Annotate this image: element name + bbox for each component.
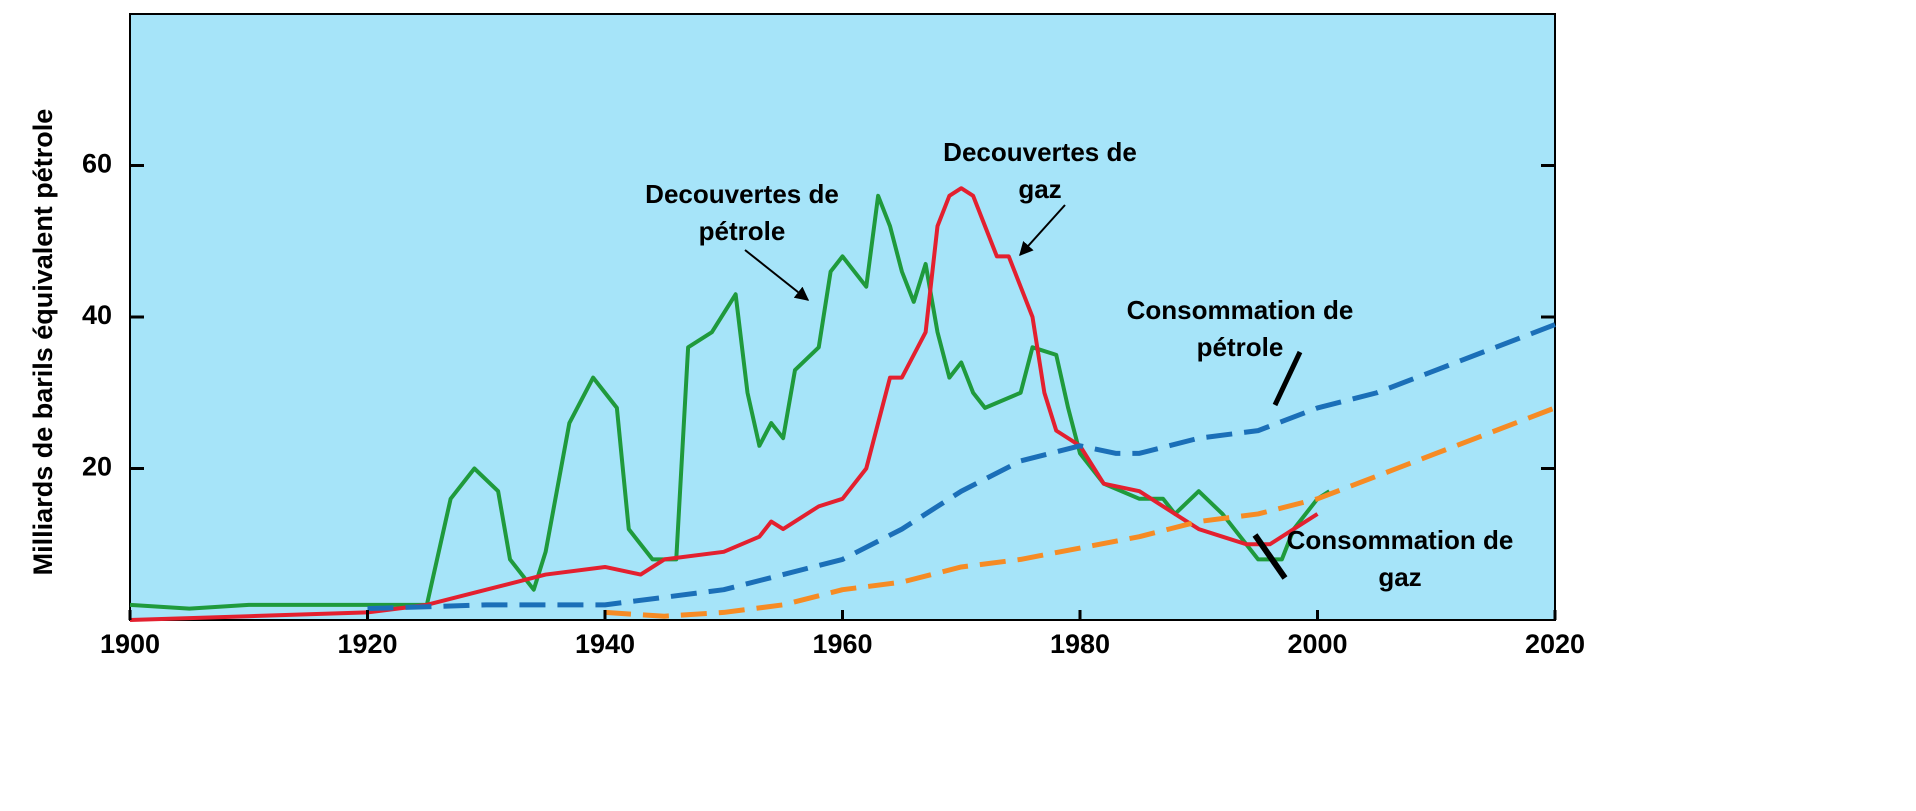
- y-axis-label: Milliards de barils équivalent pétrole: [28, 109, 58, 576]
- x-tick-label: 2020: [1525, 629, 1585, 659]
- x-tick-label: 1980: [1050, 629, 1110, 659]
- y-tick-label: 60: [82, 149, 112, 179]
- arrow: [1272, 350, 1303, 407]
- series-layer: [129, 186, 1556, 622]
- annotation: Decouvertes de pétrole: [645, 179, 839, 246]
- series-line: [604, 405, 1556, 619]
- series-line: [129, 186, 1319, 622]
- annotation: Consommation de gaz: [1286, 525, 1514, 592]
- arrow: [1019, 204, 1066, 257]
- y-tick-label: 20: [82, 452, 112, 482]
- annotation: Decouvertes de gaz: [943, 137, 1137, 204]
- arrow: [1252, 533, 1288, 580]
- annotation: Consommation de pétrole: [1126, 295, 1354, 362]
- series-line: [367, 322, 1556, 612]
- x-tick-label: 1960: [812, 629, 872, 659]
- x-tick-label: 1920: [337, 629, 397, 659]
- x-tick-label: 2000: [1287, 629, 1347, 659]
- y-tick-label: 40: [82, 300, 112, 330]
- arrow: [744, 249, 810, 301]
- x-tick-label: 1900: [100, 629, 160, 659]
- x-tick-label: 1940: [575, 629, 635, 659]
- plot-area: [129, 13, 1556, 621]
